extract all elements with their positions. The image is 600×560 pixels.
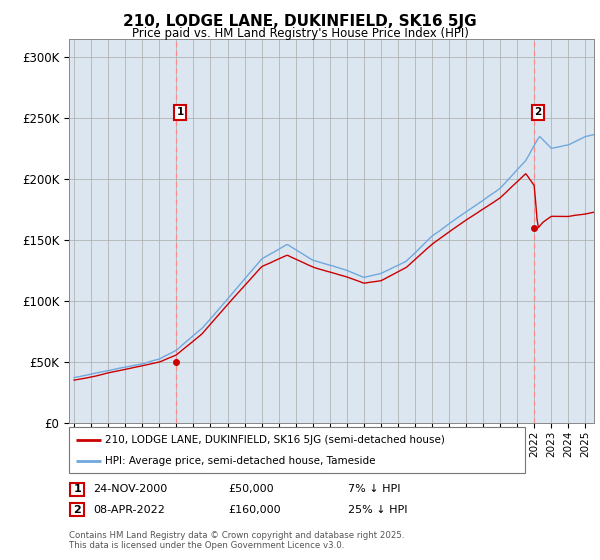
Text: 24-NOV-2000: 24-NOV-2000: [93, 484, 167, 494]
Text: 7% ↓ HPI: 7% ↓ HPI: [348, 484, 401, 494]
FancyBboxPatch shape: [69, 427, 525, 473]
Text: Contains HM Land Registry data © Crown copyright and database right 2025.
This d: Contains HM Land Registry data © Crown c…: [69, 531, 404, 550]
Text: 1: 1: [73, 484, 81, 494]
Text: 2: 2: [535, 108, 542, 117]
Text: 25% ↓ HPI: 25% ↓ HPI: [348, 505, 407, 515]
Text: 210, LODGE LANE, DUKINFIELD, SK16 5JG: 210, LODGE LANE, DUKINFIELD, SK16 5JG: [123, 14, 477, 29]
Text: HPI: Average price, semi-detached house, Tameside: HPI: Average price, semi-detached house,…: [106, 456, 376, 466]
FancyBboxPatch shape: [70, 483, 85, 496]
Text: 2: 2: [73, 505, 81, 515]
Text: 1: 1: [176, 108, 184, 117]
FancyBboxPatch shape: [70, 503, 85, 516]
Text: £50,000: £50,000: [228, 484, 274, 494]
Text: 210, LODGE LANE, DUKINFIELD, SK16 5JG (semi-detached house): 210, LODGE LANE, DUKINFIELD, SK16 5JG (s…: [106, 435, 445, 445]
Text: £160,000: £160,000: [228, 505, 281, 515]
Text: 08-APR-2022: 08-APR-2022: [93, 505, 165, 515]
Text: Price paid vs. HM Land Registry's House Price Index (HPI): Price paid vs. HM Land Registry's House …: [131, 27, 469, 40]
